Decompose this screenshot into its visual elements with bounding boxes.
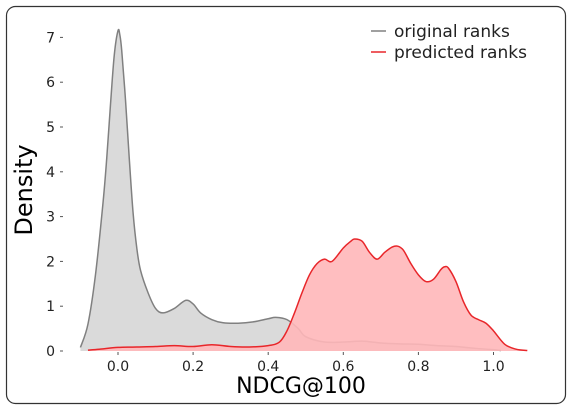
x-axis-label: NDCG@100 bbox=[236, 374, 366, 399]
y-axis-label: Density bbox=[10, 144, 38, 235]
x-tick-label: 0.4 bbox=[257, 359, 279, 375]
legend-label-original: original ranks bbox=[394, 22, 510, 42]
legend: original ranks predicted ranks bbox=[371, 22, 527, 63]
plot-area bbox=[79, 28, 528, 352]
x-tick-label: 0.8 bbox=[407, 359, 429, 375]
series-line-predicted-ranks bbox=[87, 238, 528, 352]
y-tick-label: 2 bbox=[46, 254, 55, 270]
y-tick-label: 4 bbox=[46, 165, 55, 181]
series-fill-predicted-ranks bbox=[87, 239, 528, 351]
y-tick-label: 7 bbox=[46, 30, 55, 46]
x-tick-label: 1.0 bbox=[482, 359, 504, 375]
x-tick-label: 0.2 bbox=[182, 359, 204, 375]
legend-label-predicted: predicted ranks bbox=[394, 43, 527, 63]
y-tick-label: 5 bbox=[46, 120, 55, 136]
y-tick-label: 6 bbox=[46, 75, 55, 91]
x-tick-label: 0.6 bbox=[332, 359, 354, 375]
y-tick-label: 0 bbox=[46, 344, 55, 360]
x-tick-label: 0.0 bbox=[107, 359, 129, 375]
axes: Density NDCG@100 0.0 0.2 0.4 0.6 0.8 1.0 0 1 2 3 4… bbox=[10, 30, 505, 399]
y-tick-label: 1 bbox=[46, 299, 55, 315]
y-tick-label: 3 bbox=[46, 210, 55, 226]
